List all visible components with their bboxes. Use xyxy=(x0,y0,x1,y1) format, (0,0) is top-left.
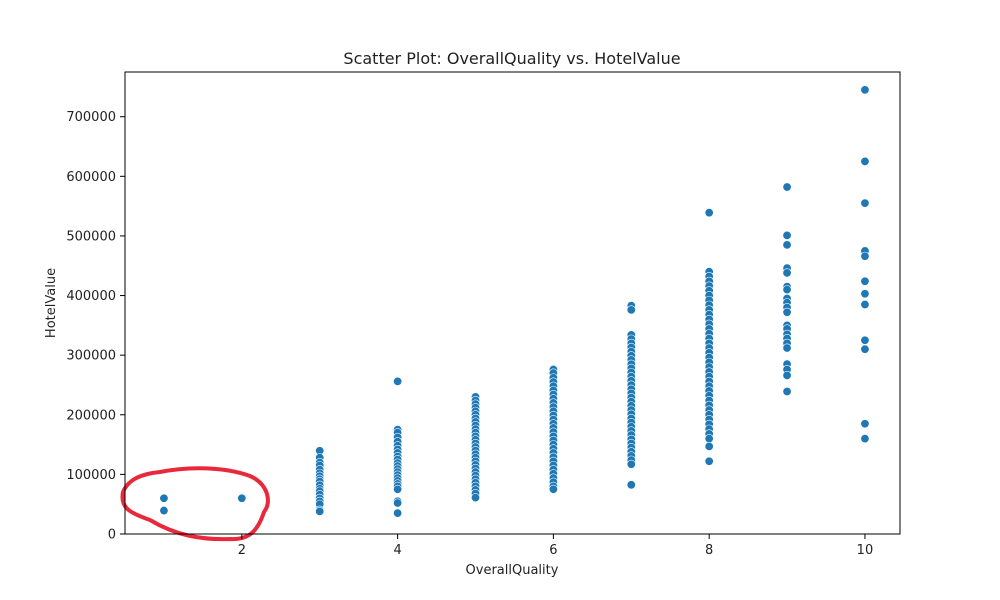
x-tick-label: 4 xyxy=(393,543,401,558)
x-axis-label: OverallQuality xyxy=(466,563,559,578)
scatter-point xyxy=(626,305,636,315)
y-tick-label: 0 xyxy=(108,528,116,543)
x-tick-label: 6 xyxy=(549,543,557,558)
points-layer xyxy=(159,85,870,518)
scatter-point xyxy=(860,276,870,286)
scatter-point xyxy=(782,230,792,240)
scatter-point xyxy=(782,285,792,295)
scatter-point xyxy=(159,506,169,516)
scatter-point xyxy=(626,480,636,490)
scatter-point xyxy=(860,419,870,429)
y-tick-label: 600000 xyxy=(66,170,116,185)
scatter-point xyxy=(548,484,558,494)
scatter-point xyxy=(782,240,792,250)
scatter-point xyxy=(393,484,403,494)
scatter-point xyxy=(860,434,870,444)
scatter-point xyxy=(860,251,870,261)
scatter-point xyxy=(860,299,870,309)
scatter-point xyxy=(860,289,870,299)
y-tick-label: 500000 xyxy=(66,229,116,244)
scatter-point xyxy=(393,376,403,386)
scatter-point xyxy=(860,198,870,208)
scatter-point xyxy=(704,441,714,451)
highlight-circle-annotation xyxy=(120,466,270,542)
y-axis-label: HotelValue xyxy=(44,268,59,338)
scatter-point xyxy=(626,459,636,469)
scatter-point xyxy=(782,387,792,397)
y-tick-label: 700000 xyxy=(66,110,116,125)
y-axis: 0 100000 200000 300000 400000 500000 600000 700… xyxy=(66,110,125,543)
scatter-point xyxy=(860,85,870,95)
scatter-point xyxy=(782,370,792,380)
scatter-point xyxy=(782,268,792,278)
x-tick-label: 10 xyxy=(857,543,874,558)
scatter-point xyxy=(704,434,714,444)
scatter-point xyxy=(860,156,870,166)
plot-frame xyxy=(124,71,901,535)
scatter-point xyxy=(159,493,169,503)
scatter-point xyxy=(860,335,870,345)
scatter-point xyxy=(471,493,481,503)
scatter-point xyxy=(782,182,792,192)
scatter-point xyxy=(704,208,714,218)
y-tick-label: 200000 xyxy=(66,408,116,423)
y-tick-label: 400000 xyxy=(66,289,116,304)
scatter-point xyxy=(237,493,247,503)
y-tick-label: 100000 xyxy=(66,468,116,483)
y-tick-label: 300000 xyxy=(66,349,116,364)
scatter-point xyxy=(393,498,403,508)
plot-area xyxy=(120,71,901,542)
scatter-point xyxy=(782,307,792,317)
chart-title: Scatter Plot: OverallQuality vs. HotelVa… xyxy=(343,49,680,68)
x-axis: 2 4 6 8 10 xyxy=(238,534,874,558)
scatter-point xyxy=(860,344,870,354)
x-tick-label: 8 xyxy=(705,543,713,558)
x-tick-label: 2 xyxy=(238,543,246,558)
scatter-point xyxy=(782,343,792,353)
scatter-point xyxy=(704,456,714,466)
scatter-point xyxy=(315,506,325,516)
scatter-point xyxy=(393,508,403,518)
